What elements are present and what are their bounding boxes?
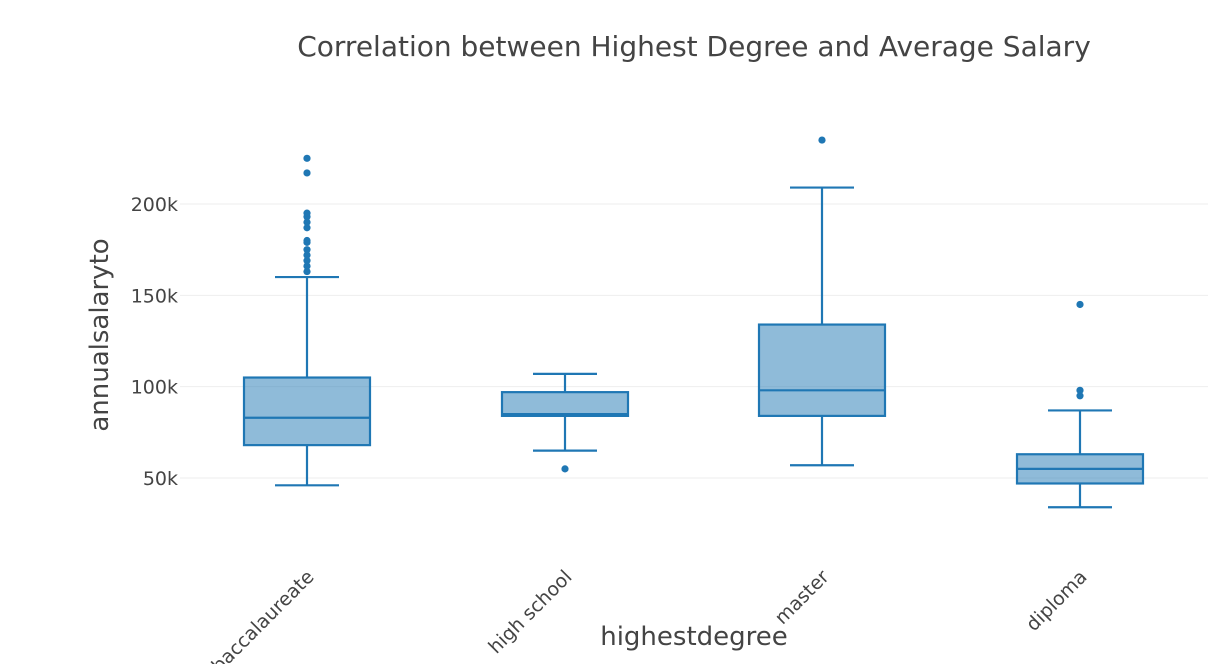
x-axis-title: highestdegree — [600, 622, 788, 652]
outlier-point — [303, 246, 311, 254]
outlier-point — [303, 236, 311, 245]
y-axis-title: annualsalaryto — [85, 238, 115, 431]
x-tick-label: master — [771, 566, 834, 629]
outlier-point — [303, 267, 311, 276]
chart-title: Correlation between Highest Degree and A… — [297, 30, 1091, 63]
outlier-point — [818, 136, 826, 144]
x-tick-label: diploma — [1022, 566, 1092, 636]
y-tick-label: 50k — [143, 468, 178, 490]
outlier-point — [303, 209, 311, 217]
box-group-high-school — [500, 372, 630, 473]
outlier-point — [303, 169, 311, 177]
outlier-point — [303, 262, 311, 270]
x-tick-label: baccalaureate — [207, 566, 318, 664]
outlier-point — [303, 218, 311, 226]
y-axis-ticks: 50k 100k 150k 200k — [131, 194, 178, 490]
x-tick-label: high school — [484, 566, 576, 658]
outlier-point — [303, 224, 311, 232]
box-group-baccalaureate — [242, 154, 372, 487]
outlier-point — [1076, 300, 1084, 309]
outlier-point — [303, 251, 311, 259]
outlier-point — [303, 257, 311, 265]
iqr-box — [242, 376, 372, 447]
box-group-diploma — [1015, 300, 1145, 509]
outlier-point — [303, 154, 311, 162]
iqr-box — [500, 391, 630, 417]
outlier-point — [1076, 392, 1084, 400]
y-tick-label: 150k — [131, 285, 178, 307]
y-tick-label: 100k — [131, 377, 178, 399]
iqr-box — [757, 323, 887, 417]
outlier-point — [1076, 386, 1084, 394]
outlier-point — [561, 465, 569, 473]
box-layer — [242, 136, 1145, 509]
y-tick-label: 200k — [131, 194, 178, 216]
box-group-master — [757, 136, 887, 467]
